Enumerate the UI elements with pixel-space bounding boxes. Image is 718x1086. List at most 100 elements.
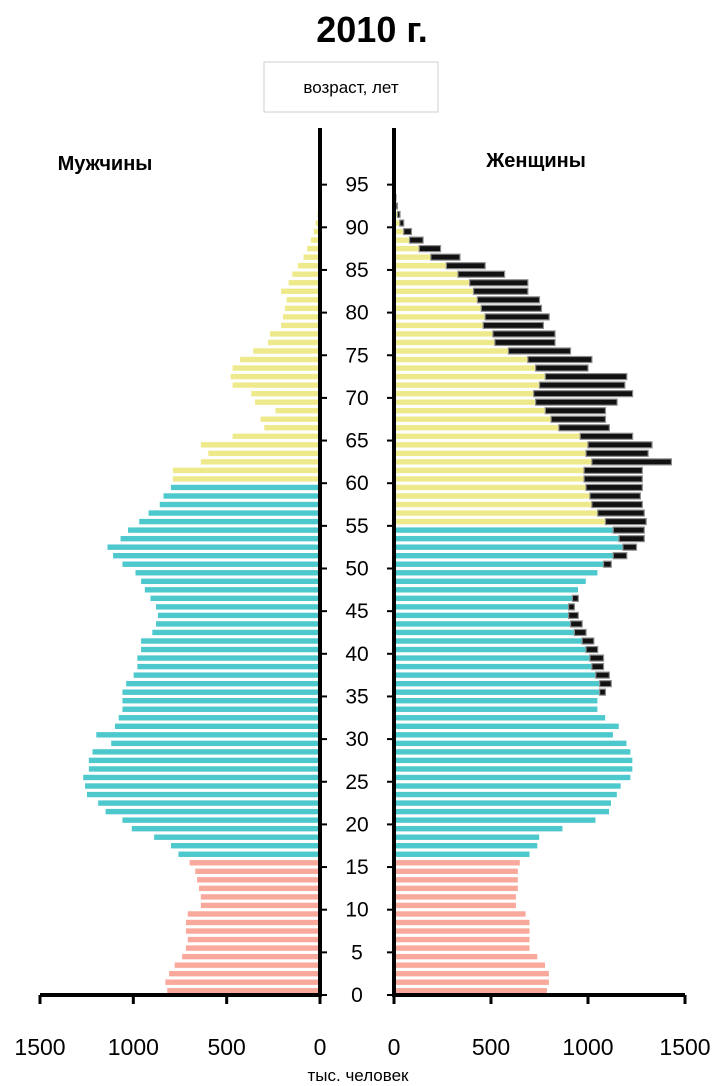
female-x-tick-label: 1500 xyxy=(659,1034,710,1060)
male-x-tick-label: 0 xyxy=(314,1034,327,1060)
female-surplus-bar xyxy=(567,603,576,611)
female-surplus-bar xyxy=(567,611,579,620)
female-bar xyxy=(393,450,587,457)
male-bar xyxy=(177,850,321,858)
female-bar xyxy=(393,595,573,602)
male-bar xyxy=(144,586,321,594)
female-bar xyxy=(393,688,600,696)
male-bar xyxy=(291,270,321,278)
age-tick-label: 25 xyxy=(345,771,368,794)
female-surplus-bar xyxy=(579,432,634,440)
male-bar xyxy=(91,748,321,756)
male-bar xyxy=(239,356,321,363)
female-bar xyxy=(393,509,598,517)
female-surplus-bar xyxy=(558,424,610,432)
female-bar xyxy=(393,560,604,568)
female-bar xyxy=(393,740,628,747)
age-tick-label: 10 xyxy=(345,899,368,922)
male-bar xyxy=(86,791,321,798)
male-x-tick-label: 500 xyxy=(207,1034,245,1060)
male-bar xyxy=(114,723,321,730)
male-bar xyxy=(267,339,321,346)
female-bar xyxy=(393,407,546,414)
male-bar xyxy=(149,595,321,602)
female-bar xyxy=(393,680,600,687)
male-bar xyxy=(254,398,321,406)
female-bar xyxy=(393,987,548,995)
age-tick-label: 55 xyxy=(345,515,368,538)
female-bar xyxy=(393,833,540,841)
male-bar xyxy=(125,680,321,687)
male-x-tick-label: 1500 xyxy=(14,1034,65,1060)
age-label-box xyxy=(263,61,439,113)
female-bar xyxy=(393,646,587,653)
age-tick-label: 75 xyxy=(345,344,368,367)
female-surplus-bar xyxy=(544,407,607,415)
male-bar xyxy=(187,936,321,943)
male-bar xyxy=(231,381,321,389)
male-bar xyxy=(200,441,321,449)
female-bar xyxy=(393,910,527,918)
female-surplus-bar xyxy=(457,270,506,278)
male-bar xyxy=(187,910,321,918)
female-bar xyxy=(393,620,571,628)
female-bar xyxy=(393,714,606,722)
female-surplus-bar xyxy=(569,620,583,628)
male-bar xyxy=(284,305,321,312)
female-surplus-bar xyxy=(480,304,543,312)
female-bar xyxy=(393,603,569,611)
female-surplus-bar xyxy=(399,219,405,227)
female-bar xyxy=(393,373,546,380)
male-bar xyxy=(82,774,321,781)
female-surplus-bar xyxy=(482,321,544,329)
age-tick-label: 90 xyxy=(345,216,368,239)
male-bar xyxy=(110,740,321,747)
female-bar xyxy=(393,919,531,926)
male-bar xyxy=(140,646,321,653)
male-bar xyxy=(274,407,321,414)
female-bar xyxy=(393,313,486,321)
female-bar xyxy=(393,961,546,969)
male-bar xyxy=(106,543,321,551)
male-bar xyxy=(231,432,321,440)
female-bar xyxy=(393,262,447,269)
female-surplus-bar xyxy=(527,355,593,364)
female-bar xyxy=(393,543,624,551)
female-bar xyxy=(393,441,589,449)
male-bar xyxy=(194,868,321,875)
male-bar xyxy=(84,782,321,790)
female-bar xyxy=(393,526,614,534)
female-bar xyxy=(393,799,612,807)
male-bar xyxy=(196,876,321,884)
age-tick-label: 0 xyxy=(351,984,363,1007)
male-bar xyxy=(127,526,321,534)
female-surplus-bar xyxy=(591,662,605,671)
female-bar xyxy=(393,535,620,542)
female-bar xyxy=(393,253,432,261)
male-bar xyxy=(269,330,321,338)
female-bar xyxy=(393,902,517,909)
male-bar xyxy=(136,663,321,670)
female-surplus-bar xyxy=(599,688,607,696)
male-bar xyxy=(119,535,321,542)
female-surplus-bar xyxy=(599,680,612,688)
female-surplus-bar xyxy=(538,381,626,389)
female-bar xyxy=(393,492,591,500)
female-bar xyxy=(393,236,410,244)
female-surplus-bar xyxy=(589,654,605,662)
female-bar xyxy=(393,398,536,406)
male-bar xyxy=(207,450,321,457)
age-tick-label: 5 xyxy=(351,941,363,964)
male-bar xyxy=(259,415,321,423)
female-bar xyxy=(393,765,633,773)
female-surplus-bar xyxy=(533,390,634,398)
male-bar xyxy=(287,279,321,287)
male-bar xyxy=(131,825,321,832)
female-surplus-bar xyxy=(571,594,579,602)
male-bar xyxy=(172,467,321,474)
male-bar xyxy=(134,569,321,577)
female-surplus-bar xyxy=(591,458,673,466)
age-tick-label: 20 xyxy=(345,813,368,836)
female-surplus-bar xyxy=(604,517,647,526)
